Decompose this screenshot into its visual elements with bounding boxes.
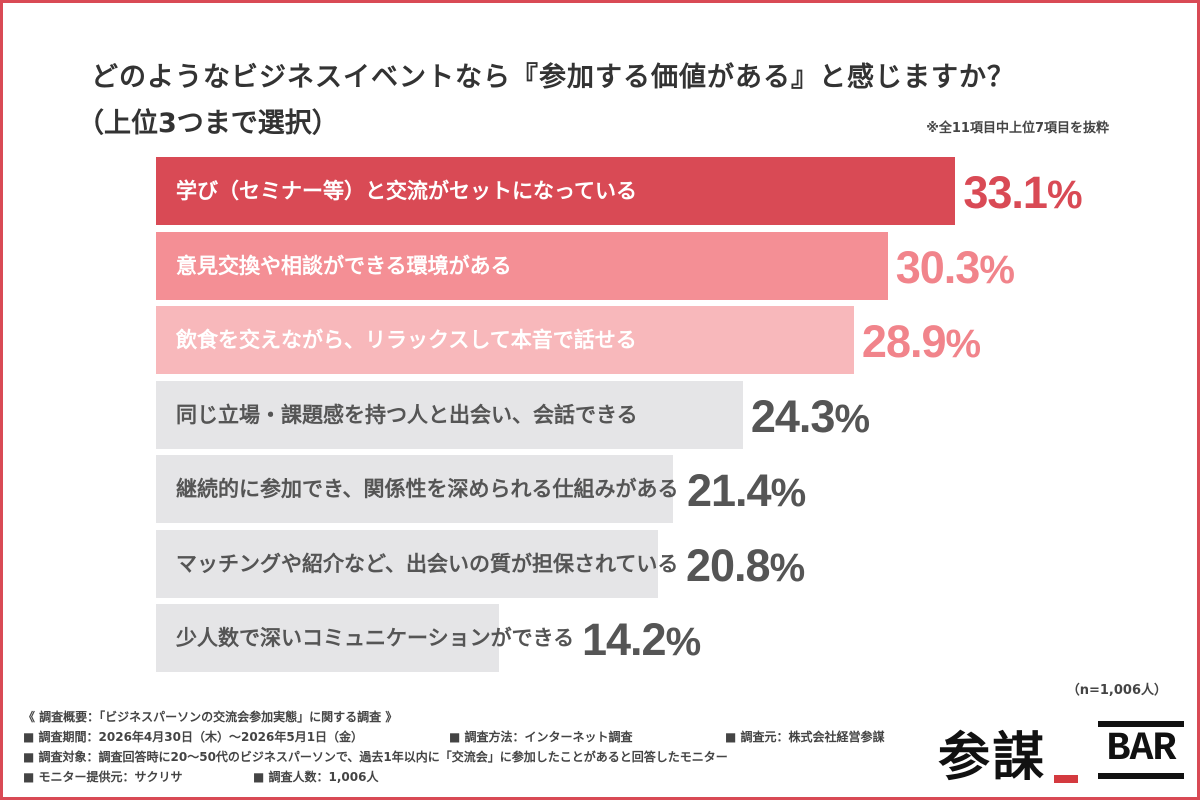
bar-category-label: 学び（セミナー等）と交流がセットになっている: [176, 179, 637, 203]
bar-category-label: 飲食を交えながら、リラックスして本音で話せる: [176, 328, 637, 352]
bar-row: 同じ立場・課題感を持つ人と出会い、会話できる 24.3%: [3, 380, 1200, 453]
sanbou-bar-logo: 参謀 BAR: [938, 715, 1188, 788]
bar-value-label: 24.3%: [750, 390, 870, 442]
excerpt-note: ※全11項目中上位7項目を抜粋: [926, 121, 1109, 136]
bar: [156, 380, 743, 449]
bar-value-label: 28.9%: [861, 316, 981, 367]
bar-row: 学び（セミナー等）と交流がセットになっている 33.1%: [3, 157, 1200, 229]
sample-size-note: （n=1,006人）: [1066, 683, 1167, 698]
logo-bar-box: BAR: [1098, 721, 1184, 779]
bar-value-label: 21.4%: [687, 465, 806, 516]
chart-subtitle: （上位3つまで選択）: [77, 108, 339, 139]
bar-category-label: マッチングや紹介など、出会いの質が担保されている: [176, 551, 679, 576]
bar-category-label: 同じ立場・課題感を持つ人と出会い、会話できる: [176, 402, 638, 427]
bar-row: 継続的に参加でき、関係性を深められる仕組みがある 21.4%: [3, 455, 1200, 527]
bar-category-label: 意見交換や相談ができる環境がある: [176, 253, 512, 278]
bar: [156, 604, 499, 672]
survey-meta-line: ■ 調査期間：2026年4月30日（木）〜2026年5月1日（金） ■ 調査方法：…: [23, 727, 943, 747]
bar-value-label: 33.1%: [963, 167, 1082, 218]
logo-red-accent: [1054, 775, 1078, 783]
survey-meta-line-2: ■ モニター提供元：サクリサ ■ 調査人数：1,006人: [23, 767, 943, 787]
bar-row: 少人数で深いコミュニケーションができる 14.2%: [3, 604, 1200, 676]
bar: [156, 455, 673, 523]
bar-category-label: 継続的に参加でき、関係性を深められる仕組みがある: [176, 477, 679, 501]
survey-period: ■ 調査期間：2026年4月30日（木）〜2026年5月1日（金）: [23, 730, 364, 744]
bar-value-label: 30.3%: [895, 241, 1015, 293]
chart-title: どのようなビジネスイベントなら『参加する価値がある』と感じますか？: [91, 62, 1015, 93]
bar-value-label: 14.2%: [582, 614, 701, 665]
bar-value-label: 20.8%: [686, 539, 805, 591]
bar: [156, 231, 888, 300]
survey-source: ■ 調査元：株式会社経営参謀: [725, 730, 885, 744]
bar-row: 意見交換や相談ができる環境がある 30.3%: [3, 231, 1200, 304]
survey-target: ■ 調査対象：調査回答時に20〜50代のビジネスパーソンで、過去1年以内に「交流…: [23, 750, 728, 764]
survey-title-line: 《 調査概要：「ビジネスパーソンの交流会参加実態」に関する調査 》: [23, 710, 398, 724]
survey-count: ■ 調査人数：1,006人: [253, 770, 379, 784]
bar: [156, 157, 956, 225]
bar: [156, 529, 659, 598]
bar-row: 飲食を交えながら、リラックスして本音で話せる 28.9%: [3, 306, 1200, 378]
survey-provider: ■ モニター提供元：サクリサ: [23, 770, 183, 784]
logo-bar-text: BAR: [1106, 727, 1176, 772]
logo-kanji: 参謀: [938, 728, 1047, 788]
bar-category-label: 少人数で深いコミュニケーションができる: [176, 626, 575, 650]
bar-row: マッチングや紹介など、出会いの質が担保されている 20.8%: [3, 529, 1200, 602]
bar: [156, 306, 854, 374]
survey-footer: 《 調査概要：「ビジネスパーソンの交流会参加実態」に関する調査 》 ■ 調査期間…: [23, 707, 943, 787]
survey-method: ■ 調査方法：インターネット調査: [449, 730, 633, 744]
